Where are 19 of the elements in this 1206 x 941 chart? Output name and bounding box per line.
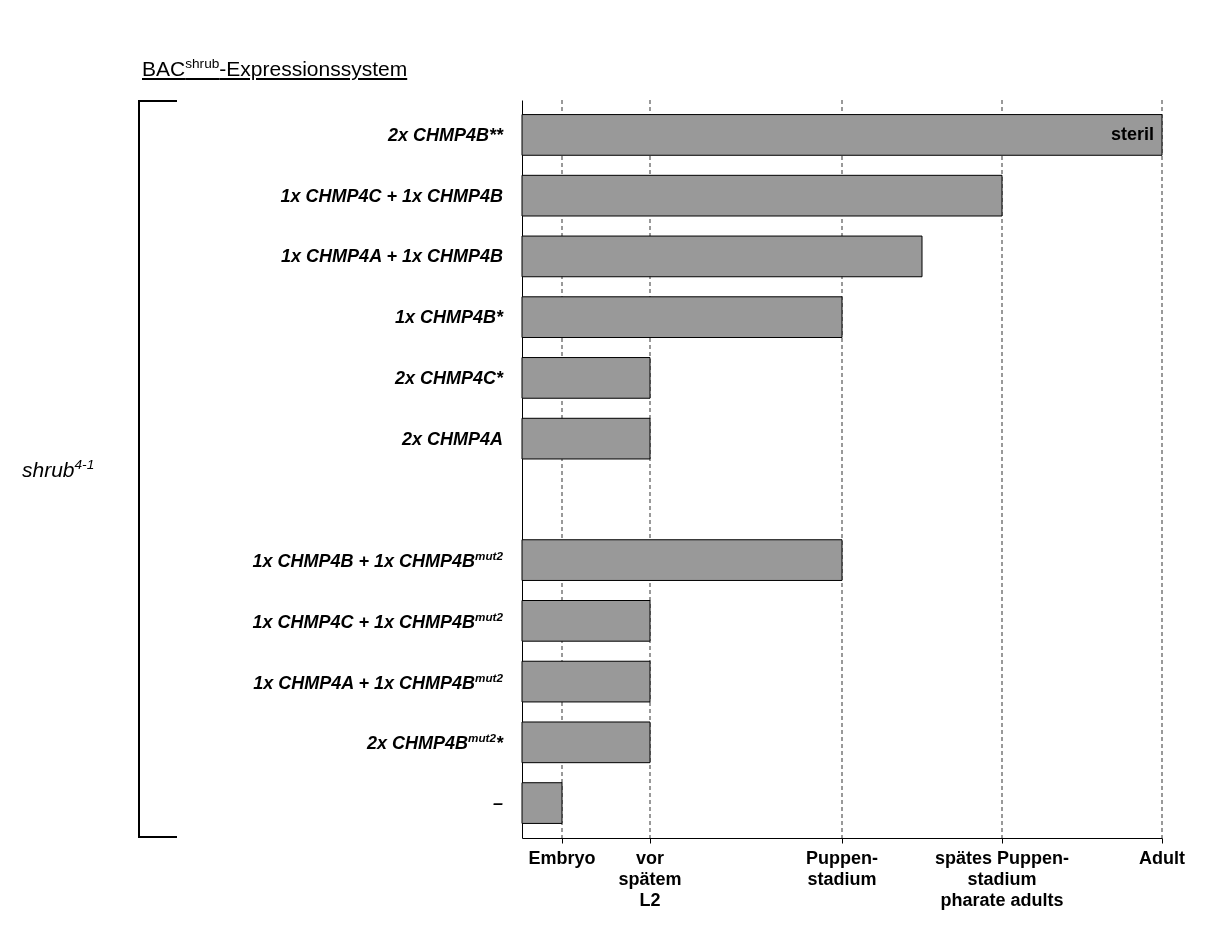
y-tick-label: 1x CHMP4B + 1x CHMP4B$^{mut2}$	[252, 548, 503, 572]
y-tick-label: 1x CHMP4C + 1x CHMP4B$^{mut2}$	[252, 609, 503, 633]
annotation: steril	[1110, 123, 1154, 144]
text: BAC$^{shrub}$-Expressionssystem	[142, 56, 408, 81]
ref-line-label: vor spätem L2	[618, 848, 682, 910]
ref-line-label: Adult	[1139, 848, 1185, 868]
y-tick-label: 1x CHMP4C + 1x CHMP4B	[280, 185, 503, 207]
y-tick-label: 2x CHMP4A	[401, 428, 503, 450]
ref-line-label: Puppen- stadium	[806, 848, 878, 889]
text: shrub$^{4-1}$	[22, 456, 95, 482]
y-tick-label: –	[492, 792, 503, 814]
ref-line-label: Embryo	[528, 848, 596, 868]
y-tick-label: 2x CHMP4B$^{mut2}$*	[367, 730, 503, 754]
y-tick-label: 2x CHMP4C*	[394, 367, 503, 389]
y-tick-label: 1x CHMP4A + 1x CHMP4B	[281, 245, 503, 267]
ref-line-label: spätes Puppen- stadium pharate adults	[934, 848, 1070, 910]
y-tick-label: 2x CHMP4B**	[387, 124, 503, 146]
y-tick-label: 1x CHMP4A + 1x CHMP4B$^{mut2}$	[253, 670, 503, 694]
y-tick-label: 1x CHMP4B*	[394, 306, 503, 328]
